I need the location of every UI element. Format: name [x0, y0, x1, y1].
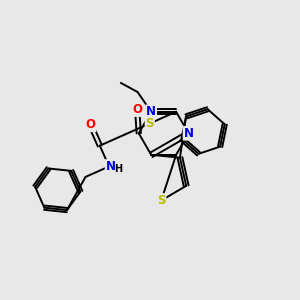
- Text: O: O: [132, 103, 142, 116]
- Text: N: N: [184, 127, 194, 140]
- Text: O: O: [85, 118, 96, 131]
- Text: S: S: [157, 194, 166, 207]
- Text: N: N: [146, 105, 156, 118]
- Text: N: N: [106, 160, 116, 173]
- Text: H: H: [114, 164, 122, 175]
- Text: S: S: [146, 117, 154, 130]
